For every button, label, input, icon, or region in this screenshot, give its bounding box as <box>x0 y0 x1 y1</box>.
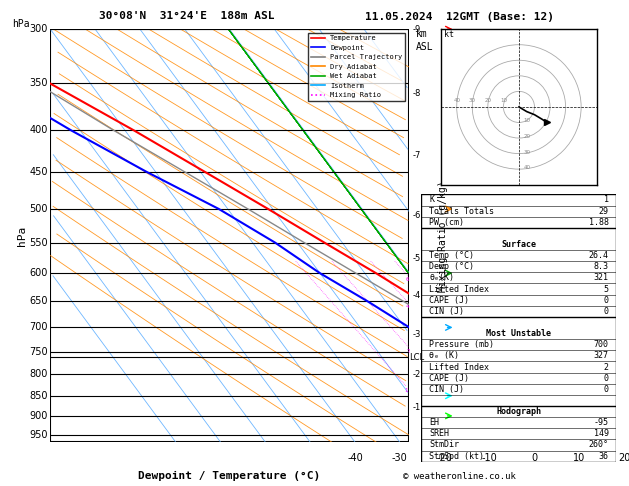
Text: -8: -8 <box>413 89 421 98</box>
Text: 0: 0 <box>532 452 537 463</box>
Text: 327: 327 <box>594 351 609 361</box>
Text: 850: 850 <box>30 391 48 401</box>
Text: 2: 2 <box>604 363 609 371</box>
Text: 0: 0 <box>604 385 609 394</box>
Text: 30°08'N  31°24'E  188m ASL: 30°08'N 31°24'E 188m ASL <box>99 11 274 21</box>
Text: 29: 29 <box>599 207 609 216</box>
Text: 11.05.2024  12GMT (Base: 12): 11.05.2024 12GMT (Base: 12) <box>365 12 554 22</box>
Legend: Temperature, Dewpoint, Parcel Trajectory, Dry Adiabat, Wet Adiabat, Isotherm, Mi: Temperature, Dewpoint, Parcel Trajectory… <box>308 33 405 101</box>
Text: SREH: SREH <box>429 429 449 438</box>
Text: CAPE (J): CAPE (J) <box>429 374 469 382</box>
Text: -4: -4 <box>413 292 421 300</box>
Text: 1: 1 <box>404 388 408 393</box>
Text: Lifted Index: Lifted Index <box>429 285 489 294</box>
Text: -5: -5 <box>413 254 421 262</box>
Text: 30: 30 <box>469 98 476 103</box>
Text: Temp (°C): Temp (°C) <box>429 251 474 260</box>
Text: 600: 600 <box>30 268 48 278</box>
Text: 950: 950 <box>30 430 48 440</box>
Text: -1: -1 <box>413 403 421 413</box>
Text: 149: 149 <box>594 429 609 438</box>
Text: 20: 20 <box>484 98 491 103</box>
Text: 900: 900 <box>30 411 48 421</box>
Text: kt: kt <box>444 30 454 39</box>
Text: Dewpoint / Temperature (°C): Dewpoint / Temperature (°C) <box>138 471 321 481</box>
Text: 0: 0 <box>604 307 609 316</box>
Text: CIN (J): CIN (J) <box>429 385 464 394</box>
Text: 40: 40 <box>523 165 531 170</box>
Text: 30: 30 <box>523 150 531 155</box>
Text: PW (cm): PW (cm) <box>429 218 464 227</box>
Text: Hodograph: Hodograph <box>496 407 542 416</box>
Text: -9: -9 <box>413 25 421 34</box>
Text: Pressure (mb): Pressure (mb) <box>429 340 494 349</box>
Text: 260°: 260° <box>589 440 609 450</box>
Text: CIN (J): CIN (J) <box>429 307 464 316</box>
Text: 500: 500 <box>30 204 48 214</box>
Text: 20: 20 <box>523 134 531 139</box>
Text: 400: 400 <box>30 125 48 136</box>
Text: 40: 40 <box>454 98 460 103</box>
Text: Most Unstable: Most Unstable <box>486 329 552 338</box>
Text: -2: -2 <box>413 370 421 379</box>
Text: 26.4: 26.4 <box>589 251 609 260</box>
Text: Surface: Surface <box>501 240 537 249</box>
Text: 350: 350 <box>30 78 48 88</box>
Text: -6: -6 <box>413 211 421 221</box>
Text: 700: 700 <box>30 322 48 332</box>
Text: Lifted Index: Lifted Index <box>429 363 489 371</box>
Text: 2: 2 <box>406 348 410 354</box>
Text: CAPE (J): CAPE (J) <box>429 295 469 305</box>
Text: Dewp (°C): Dewp (°C) <box>429 262 474 271</box>
Text: -40: -40 <box>347 452 363 463</box>
Text: 0: 0 <box>604 374 609 382</box>
Text: hPa: hPa <box>13 19 30 30</box>
Text: -7: -7 <box>413 151 421 160</box>
Text: 0: 0 <box>604 295 609 305</box>
Text: Mixing Ratio (g/kg): Mixing Ratio (g/kg) <box>438 180 447 292</box>
Text: 4: 4 <box>406 304 409 309</box>
Text: EH: EH <box>429 418 439 427</box>
Text: 750: 750 <box>30 347 48 357</box>
Text: -10: -10 <box>482 452 498 463</box>
Text: km: km <box>416 29 428 39</box>
Text: 1: 1 <box>604 195 609 205</box>
Text: hPa: hPa <box>16 226 26 246</box>
Text: 650: 650 <box>30 296 48 306</box>
Text: θₑ(K): θₑ(K) <box>429 274 454 282</box>
Text: -95: -95 <box>594 418 609 427</box>
Text: 450: 450 <box>30 167 48 177</box>
Text: θₑ (K): θₑ (K) <box>429 351 459 361</box>
Text: 550: 550 <box>30 238 48 247</box>
Text: StmDir: StmDir <box>429 440 459 450</box>
Text: 10: 10 <box>573 452 585 463</box>
Text: 8.3: 8.3 <box>594 262 609 271</box>
Text: -20: -20 <box>437 452 453 463</box>
Text: Totals Totals: Totals Totals <box>429 207 494 216</box>
Text: 6: 6 <box>406 278 409 282</box>
Text: 1.88: 1.88 <box>589 218 609 227</box>
Text: 700: 700 <box>594 340 609 349</box>
Text: 300: 300 <box>30 24 48 34</box>
Text: -30: -30 <box>392 452 408 463</box>
Text: 5: 5 <box>604 285 609 294</box>
Text: -3: -3 <box>413 330 421 339</box>
Text: 36: 36 <box>599 451 609 461</box>
Text: LCL: LCL <box>409 353 424 362</box>
Text: 10: 10 <box>523 119 531 123</box>
Text: K: K <box>429 195 434 205</box>
Text: 20: 20 <box>618 452 629 463</box>
Text: ASL: ASL <box>416 42 433 52</box>
Text: © weatheronline.co.uk: © weatheronline.co.uk <box>403 472 516 481</box>
Text: StmSpd (kt): StmSpd (kt) <box>429 451 484 461</box>
Text: 800: 800 <box>30 369 48 380</box>
Text: 321: 321 <box>594 274 609 282</box>
Text: 10: 10 <box>500 98 507 103</box>
